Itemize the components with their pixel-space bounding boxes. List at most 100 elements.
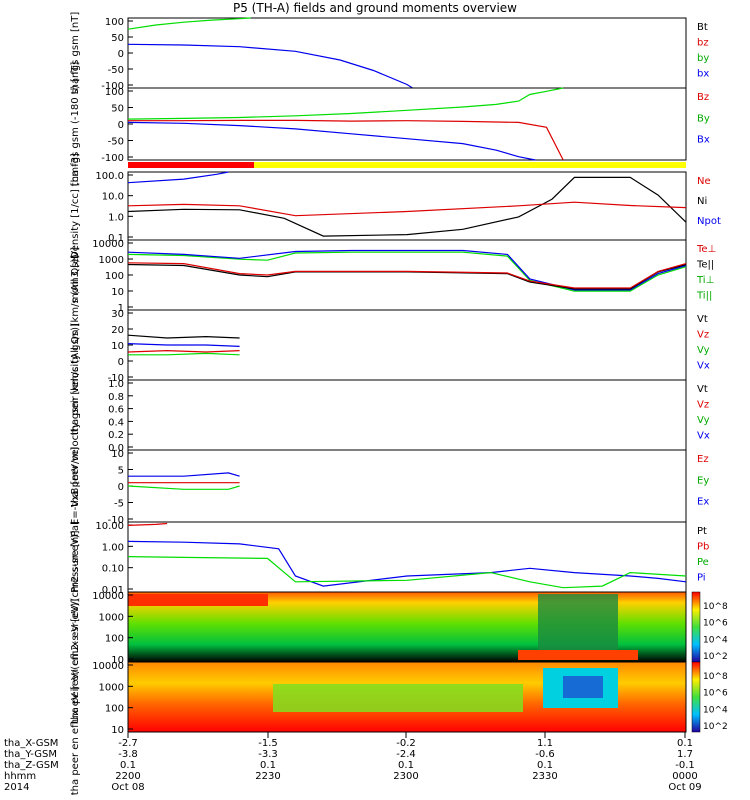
series-line-Bz: [128, 119, 564, 161]
panel-ylabel: tha peer en eflux eV [eV/(cm2-s-sr-eV)]: [70, 599, 81, 796]
colorbar-tick-label: 10^2: [703, 652, 728, 662]
y-gsm-label: -2.4: [396, 749, 416, 760]
y-tick-label: 50: [111, 104, 124, 115]
y-tick-label: -10: [108, 373, 124, 384]
series-line-Vx: [127, 343, 240, 347]
y-tick-label: 0: [118, 49, 124, 60]
series-line-Ne: [127, 201, 687, 217]
date-label: Oct 08: [111, 782, 144, 793]
legend-label: Vz: [697, 400, 709, 411]
y-tick-label: 0.10: [102, 564, 124, 575]
y-tick-label: 100.0: [95, 171, 124, 182]
series-line-Vt: [127, 334, 240, 339]
y-tick-label: 10000: [92, 661, 124, 672]
time-tick-label: 2200: [115, 771, 140, 782]
panel-ylabel: tha peir velocity gsm [km/s (All Qs)]: [70, 255, 81, 436]
y-tick-label: 100: [105, 704, 124, 715]
colorbar-tick-label: 10^6: [703, 619, 728, 629]
panel-frame: [127, 661, 687, 733]
colorbar: [691, 661, 701, 733]
y-tick-label: 100: [105, 17, 124, 28]
y-tick-label: 0.4: [108, 417, 124, 428]
y-tick-label: 10: [111, 341, 124, 352]
legend-label: Pb: [697, 542, 709, 553]
legend-label: Ni: [697, 196, 707, 207]
series-line-Ni: [127, 176, 687, 237]
colorbar-tick-label: 10^4: [703, 705, 728, 715]
axis-row-label: tha_Y-GSM: [4, 749, 57, 760]
legend-label: Ne: [697, 176, 711, 187]
colorbar-tick-label: 10^6: [703, 689, 728, 699]
x-gsm-label: -1.5: [258, 738, 278, 749]
panel-ylabel: Pressure [nPa]: [70, 521, 81, 593]
spectrogram-band: [518, 650, 638, 660]
series-line-Pb: [127, 522, 168, 526]
time-tick-label: 2330: [532, 771, 557, 782]
y-tick-label: 0: [118, 482, 124, 493]
y-gsm-label: -0.6: [535, 749, 555, 760]
legend-label: Vt: [697, 384, 708, 395]
y-tick-label: -100: [101, 153, 124, 164]
legend-label: By: [697, 113, 710, 124]
y-tick-label: 10: [111, 655, 124, 666]
y-tick-label: -5: [114, 499, 124, 510]
series-line-Vz: [127, 349, 240, 353]
series-line-Ti⊥: [127, 249, 687, 291]
x-gsm-label: -0.2: [396, 738, 416, 749]
legend-label: Bx: [697, 135, 710, 146]
colorbar-tick-label: 10^8: [703, 602, 728, 612]
y-tick-label: 0: [118, 357, 124, 368]
legend-label: Ti⊥: [696, 275, 714, 286]
panel-ylabel: mom3 [eV]: [70, 247, 81, 303]
y-tick-label: 1.0: [108, 212, 124, 223]
y-tick-label: 1000: [99, 682, 124, 693]
panel-frame: [127, 379, 687, 451]
colorbar-tick-label: 10^4: [703, 635, 728, 645]
series-line-Npot: [127, 171, 229, 184]
series-line-bx: [127, 43, 413, 89]
legend-label: Pt: [697, 526, 707, 537]
spectrogram-band: [128, 594, 268, 606]
series-line-By: [127, 87, 564, 120]
y-tick-label: -10: [108, 515, 124, 526]
legend-label: Te⊥: [696, 244, 716, 255]
legend-label: Ex: [697, 497, 709, 508]
x-gsm-label: 0.1: [677, 738, 693, 749]
date-label: Oct 09: [668, 782, 701, 793]
y-gsm-label: 1.7: [677, 749, 693, 760]
legend-label: Vx: [697, 431, 710, 442]
time-tick-label: 2300: [393, 771, 418, 782]
series-line-Bx: [127, 121, 536, 161]
panel-ylabel: E=-VxB [mV/m]: [70, 447, 81, 525]
legend-label: Ey: [697, 475, 709, 486]
panel-frame: [127, 521, 687, 593]
panel-ylabel: tha peir en eflux eV [eV/(cm2-s-sr-eV)]: [70, 530, 81, 723]
time-tick-label: 0000: [672, 771, 697, 782]
y-gsm-label: -3.8: [118, 749, 138, 760]
figure-title: P5 (TH-A) fields and ground moments over…: [233, 1, 517, 15]
legend-label: Te||: [696, 260, 714, 271]
x-gsm-label: -2.7: [118, 738, 138, 749]
panel-ylabel: tha peer velocity gsm [km/s (All Qs)]: [70, 323, 81, 507]
panel-frame: [127, 171, 687, 241]
y-tick-label: 10.0: [102, 192, 124, 203]
series-line-Ey: [127, 485, 240, 490]
legend-label: by: [697, 53, 709, 64]
y-tick-label: 10: [111, 725, 124, 736]
legend-label: bz: [697, 38, 709, 49]
axis-row-label: 2014: [4, 782, 29, 793]
panel-frame: [127, 449, 687, 523]
legend-label: Bz: [697, 92, 709, 103]
y-tick-label: 0.0: [108, 443, 124, 454]
quality-flag-red: [128, 162, 254, 168]
quality-flag-yellow: [254, 162, 686, 168]
legend-label: Vz: [697, 330, 709, 341]
series-line-Vy: [128, 352, 240, 356]
axis-row-label: hhmm: [4, 771, 36, 782]
legend-label: Vy: [697, 345, 710, 356]
y-tick-label: 1.00: [102, 542, 124, 553]
y-tick-label: -50: [108, 137, 124, 148]
legend-label: Ez: [697, 454, 709, 465]
panel-frame: [127, 17, 687, 89]
